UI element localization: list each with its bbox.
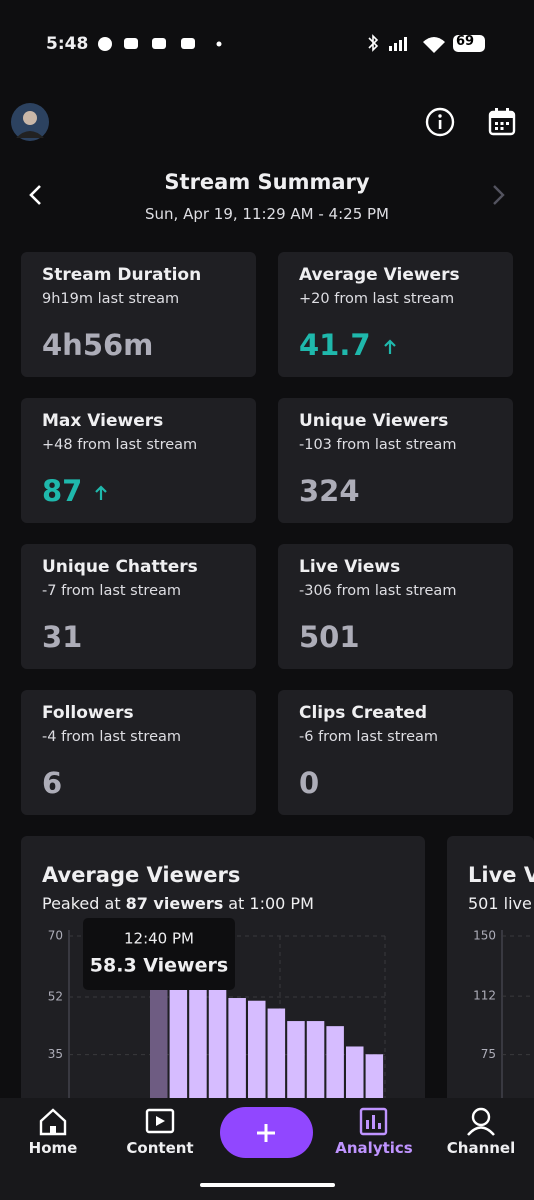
stat-title: Max Viewers bbox=[42, 411, 164, 431]
tooltip-time: 12:40 PM bbox=[124, 930, 194, 948]
bar bbox=[306, 1021, 325, 1098]
bar bbox=[150, 975, 168, 1098]
nav-item[interactable]: Content bbox=[126, 1139, 194, 1157]
stat-card: Clips Created -6 from last stream 0 bbox=[278, 690, 513, 815]
stat-title: Live Views bbox=[299, 557, 401, 577]
tooltip-value: 58.3 Viewers bbox=[90, 955, 228, 977]
nav-icons bbox=[39, 1107, 495, 1187]
next-button[interactable] bbox=[488, 183, 508, 207]
chart-card: Live Vi 501 live 150 112 75 bbox=[447, 836, 534, 1098]
back-button[interactable] bbox=[26, 183, 46, 207]
subtitle-part: 501 live bbox=[468, 894, 532, 913]
chart-plot: 150 112 75 bbox=[473, 929, 534, 1098]
stat-change: +20 from last stream bbox=[299, 291, 455, 307]
stat-change: +48 from last stream bbox=[42, 437, 198, 453]
page-subtitle: Sun, Apr 19, 11:29 AM - 4:25 PM bbox=[145, 205, 389, 223]
nav-item[interactable]: Home bbox=[28, 1139, 78, 1157]
bar bbox=[267, 1008, 286, 1098]
stat-value: 31 bbox=[42, 620, 83, 654]
bar bbox=[326, 1026, 344, 1098]
stat-card: Unique Viewers -103 from last stream 324 bbox=[278, 398, 513, 523]
page-title: Stream Summary bbox=[164, 170, 370, 194]
bar bbox=[346, 1046, 364, 1098]
stat-title: Average Viewers bbox=[299, 265, 460, 285]
stat-change: -103 from last stream bbox=[299, 437, 457, 453]
stat-change: -306 from last stream bbox=[299, 583, 457, 599]
y-tick-label: 35 bbox=[48, 1047, 63, 1061]
chart-subtitle: Peaked at 87 viewers at 1:00 PM bbox=[42, 894, 314, 913]
subtitle-part: at 1:00 PM bbox=[228, 894, 314, 913]
chart-plot: 70 52 35 12:40 PM 58.3 Viewers bbox=[48, 918, 386, 1098]
system-icons bbox=[368, 34, 485, 53]
info-button[interactable] bbox=[424, 106, 456, 138]
chart-subtitle: 501 live bbox=[468, 894, 532, 913]
bar bbox=[287, 1021, 305, 1098]
stat-value: 6 bbox=[42, 766, 63, 800]
subtitle-part: 87 viewers bbox=[125, 894, 224, 913]
stat-value: 0 bbox=[299, 766, 320, 800]
arrow bbox=[383, 339, 396, 354]
stat-value: 501 bbox=[299, 620, 360, 654]
bar bbox=[365, 1054, 384, 1098]
nav-item[interactable]: Analytics bbox=[335, 1139, 413, 1157]
stat-value: 41.7 bbox=[299, 328, 397, 362]
trend-up-icon bbox=[383, 339, 396, 354]
bar bbox=[228, 998, 246, 1098]
stat-change: -6 from last stream bbox=[299, 729, 438, 745]
stat-change: 9h19m last stream bbox=[42, 291, 180, 307]
calendar-button[interactable] bbox=[487, 107, 517, 137]
stat-card: Unique Chatters -7 from last stream 31 bbox=[21, 544, 256, 669]
stat-card: Max Viewers +48 from last stream 87 bbox=[21, 398, 256, 523]
avatar[interactable] bbox=[10, 102, 50, 142]
chart-title: Live Vi bbox=[468, 863, 534, 887]
status-time: 5:48 bbox=[46, 34, 89, 54]
stat-card: Stream Duration 9h19m last stream 4h56m bbox=[21, 252, 256, 377]
stat-value: 87 bbox=[42, 474, 108, 508]
stat-card: Live Views -306 from last stream 501 bbox=[278, 544, 513, 669]
arrow bbox=[95, 485, 108, 500]
stat-title: Unique Viewers bbox=[299, 411, 449, 431]
y-tick-label: 75 bbox=[481, 1047, 496, 1061]
nav-item[interactable]: Channel bbox=[446, 1139, 516, 1157]
stat-title: Followers bbox=[42, 703, 134, 723]
stat-change: -7 from last stream bbox=[42, 583, 181, 599]
bar bbox=[248, 1000, 266, 1098]
y-tick-label: 70 bbox=[48, 929, 63, 943]
y-tick-label: 52 bbox=[48, 990, 63, 1004]
battery-level: 69 bbox=[456, 34, 475, 49]
stat-value: 4h56m bbox=[42, 328, 154, 362]
bar bbox=[189, 988, 207, 1098]
y-tick-label: 112 bbox=[473, 989, 496, 1003]
status-icons bbox=[98, 37, 222, 51]
stat-value: 324 bbox=[299, 474, 360, 508]
tooltip-box bbox=[83, 918, 235, 990]
stat-change: -4 from last stream bbox=[42, 729, 181, 745]
chart-card: Average Viewers Peaked at 87 viewers at 1:0… bbox=[21, 836, 425, 1098]
stat-card: Followers -4 from last stream 6 bbox=[21, 690, 256, 815]
stat-card: Average Viewers +20 from last stream 41.7 bbox=[278, 252, 513, 377]
stat-title: Clips Created bbox=[299, 703, 428, 723]
stat-title: Stream Duration bbox=[42, 265, 202, 285]
bar bbox=[208, 988, 227, 1098]
y-tick-label: 150 bbox=[473, 929, 496, 943]
stat-title: Unique Chatters bbox=[42, 557, 198, 577]
chart-title: Average Viewers bbox=[42, 863, 241, 887]
trend-up-icon bbox=[95, 485, 108, 500]
subtitle-part: Peaked at bbox=[42, 894, 121, 913]
